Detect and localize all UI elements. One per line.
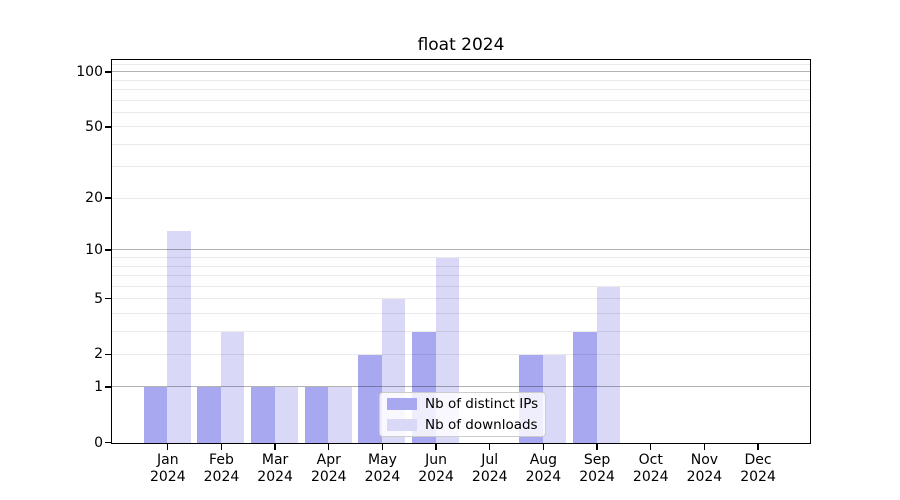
- gridline-minor-110: [112, 63, 810, 65]
- gridline-minor-20: [112, 197, 810, 199]
- xtick-mark-sep: [596, 444, 598, 450]
- plot-area: Nb of distinct IPs Nb of downloads: [111, 59, 811, 444]
- ytick-mark-1: [105, 386, 111, 388]
- gridline-minor-50: [112, 126, 810, 128]
- xtick-label-mar: Mar 2024: [257, 452, 293, 485]
- bar-downloads-jan: [167, 231, 191, 443]
- xtick-mark-feb: [220, 444, 223, 450]
- xtick-label-nov: Nov 2024: [686, 452, 723, 485]
- xtick-mark-apr: [328, 444, 330, 450]
- ytick-label-10: 10: [85, 241, 103, 258]
- gridline-minor-60: [112, 111, 810, 113]
- bar-downloads-aug: [542, 354, 567, 443]
- gridline-major-100: [112, 71, 810, 73]
- gridline-minor-2: [112, 353, 810, 355]
- gridline-minor-70: [112, 99, 810, 101]
- ytick-label-2: 2: [94, 346, 103, 363]
- xtick-label-feb: Feb 2024: [203, 452, 240, 485]
- legend: Nb of distinct IPs Nb of downloads: [379, 392, 546, 437]
- xtick-label-jun: Jun 2024: [418, 452, 454, 485]
- ytick-label-100: 100: [76, 63, 103, 80]
- gridline-minor-6: [112, 285, 810, 287]
- gridline-minor-3: [112, 330, 810, 332]
- xtick-label-sep: Sep 2024: [579, 452, 615, 485]
- legend-label-downloads: Nb of downloads: [425, 417, 538, 433]
- gridline-major-10: [112, 249, 810, 251]
- xtick-label-may: May 2024: [364, 452, 401, 485]
- ytick-label-50: 50: [85, 118, 103, 135]
- ytick-mark-5: [105, 297, 111, 300]
- legend-label-distinct-ips: Nb of distinct IPs: [425, 396, 539, 412]
- xtick-mark-may: [381, 444, 384, 450]
- bar-distinct-ips-apr: [304, 387, 329, 443]
- xtick-label-aug: Aug 2024: [525, 452, 562, 485]
- xtick-mark-oct: [650, 444, 652, 450]
- xtick-label-apr: Apr 2024: [310, 452, 347, 485]
- bar-distinct-ips-feb: [197, 387, 221, 443]
- xtick-mark-jan: [167, 444, 169, 450]
- xtick-mark-aug: [542, 444, 545, 450]
- xtick-mark-dec: [757, 444, 759, 450]
- gridline-minor-30: [112, 166, 810, 168]
- gridline-major-1: [112, 386, 810, 388]
- xtick-label-jan: Jan 2024: [149, 452, 186, 485]
- legend-swatch-downloads: [387, 419, 417, 431]
- bar-distinct-ips-jan: [143, 387, 168, 443]
- ytick-mark-0: [105, 441, 111, 444]
- bar-downloads-mar: [274, 387, 299, 443]
- ytick-label-1: 1: [94, 378, 103, 395]
- bar-downloads-apr: [328, 387, 352, 443]
- gridline-minor-9: [112, 257, 810, 259]
- bar-downloads-feb: [220, 331, 245, 443]
- grid-layer: [112, 60, 810, 443]
- xtick-mark-nov: [703, 444, 706, 450]
- chart-title: float 2024: [417, 35, 505, 55]
- xtick-label-jul: Jul 2024: [471, 452, 508, 485]
- xtick-label-oct: Oct 2024: [632, 452, 669, 485]
- legend-item-distinct-ips: Nb of distinct IPs: [387, 396, 538, 412]
- bar-downloads-sep: [596, 286, 621, 443]
- gridline-minor-4: [112, 312, 810, 314]
- bar-distinct-ips-sep: [573, 331, 597, 443]
- legend-item-downloads: Nb of downloads: [387, 417, 538, 433]
- gridline-minor-90: [112, 79, 810, 81]
- ytick-mark-50: [105, 126, 111, 128]
- ytick-label-0: 0: [94, 434, 103, 451]
- xtick-mark-mar: [274, 444, 276, 450]
- ytick-mark-10: [105, 249, 111, 251]
- gridline-minor-8: [112, 265, 810, 267]
- bar-distinct-ips-mar: [251, 387, 275, 443]
- legend-swatch-distinct-ips: [387, 398, 417, 410]
- gridline-minor-7: [112, 275, 810, 277]
- gridline-minor-40: [112, 143, 810, 145]
- xtick-mark-jun: [435, 444, 437, 450]
- ytick-mark-100: [105, 71, 111, 73]
- ytick-label-20: 20: [85, 190, 103, 207]
- gridline-minor-80: [112, 89, 810, 91]
- xtick-mark-jul: [489, 444, 491, 450]
- ytick-mark-2: [105, 353, 111, 355]
- xtick-label-dec: Dec 2024: [740, 452, 776, 485]
- ytick-mark-20: [105, 197, 111, 199]
- bar-distinct-ips-may: [358, 354, 382, 443]
- gridline-minor-5: [112, 298, 810, 300]
- ytick-label-5: 5: [94, 290, 103, 307]
